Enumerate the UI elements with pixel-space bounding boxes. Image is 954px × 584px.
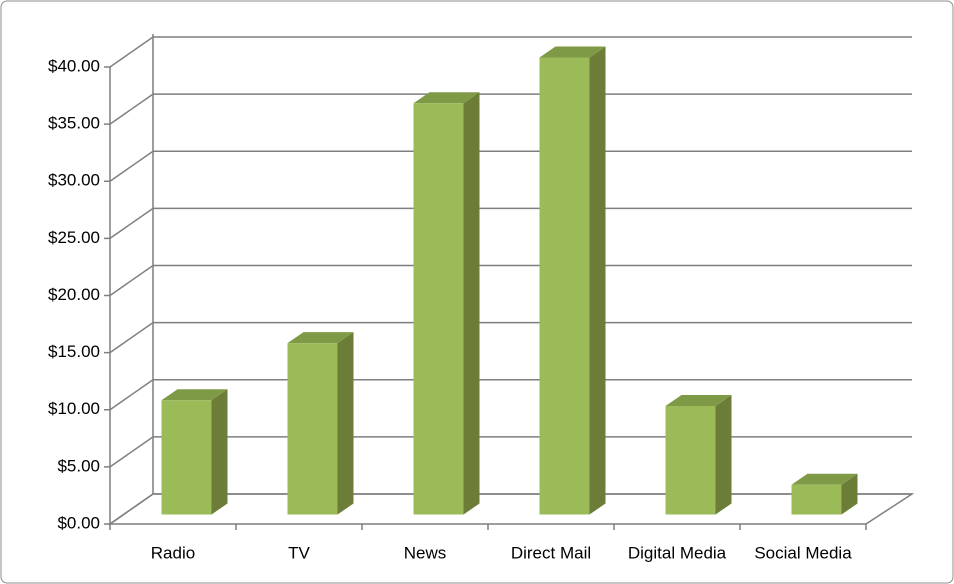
grid-line bbox=[109, 379, 912, 411]
bar-front bbox=[791, 484, 842, 515]
y-tick-label: $10.00 bbox=[48, 399, 100, 418]
bar-front bbox=[665, 405, 716, 515]
grid-line bbox=[109, 436, 912, 468]
y-tick-label: $20.00 bbox=[48, 285, 100, 304]
bar-top bbox=[791, 473, 858, 485]
x-tick-label: Radio bbox=[151, 543, 195, 562]
x-tick-label: News bbox=[404, 543, 447, 562]
x-tick-label: Social Media bbox=[754, 543, 852, 562]
grid-line bbox=[109, 150, 912, 182]
bar-side bbox=[211, 389, 228, 515]
bar bbox=[413, 92, 480, 515]
bar-side bbox=[463, 92, 480, 515]
y-tick-label: $15.00 bbox=[48, 342, 100, 361]
bar-front bbox=[161, 400, 212, 515]
y-tick-label: $25.00 bbox=[48, 228, 100, 247]
bar-side bbox=[337, 332, 354, 515]
x-tick-label: Direct Mail bbox=[511, 543, 591, 562]
bar bbox=[665, 394, 732, 515]
bar-side bbox=[715, 394, 732, 515]
y-tick-label: $40.00 bbox=[48, 56, 100, 75]
x-tick-label: Digital Media bbox=[628, 543, 727, 562]
bar bbox=[791, 473, 858, 515]
bar-top bbox=[287, 332, 354, 344]
y-tick-label: $35.00 bbox=[48, 114, 100, 133]
grid-line bbox=[109, 493, 912, 525]
bar-side bbox=[841, 473, 858, 515]
y-tick-label: $0.00 bbox=[57, 513, 100, 532]
bar-top bbox=[665, 394, 732, 406]
grid-line bbox=[109, 93, 912, 125]
grid-line bbox=[109, 321, 912, 354]
grid-line bbox=[109, 264, 912, 297]
bar-side bbox=[589, 46, 606, 515]
bar-top bbox=[539, 46, 606, 58]
x-tick-label: TV bbox=[288, 543, 310, 562]
grid-line bbox=[109, 36, 912, 68]
grid-line bbox=[109, 207, 912, 239]
bar bbox=[539, 46, 606, 515]
y-tick-label: $30.00 bbox=[48, 171, 100, 190]
bar-front bbox=[539, 57, 590, 515]
bar-front bbox=[413, 103, 464, 515]
bar bbox=[287, 332, 354, 515]
bar-front bbox=[287, 343, 338, 515]
bar-top bbox=[413, 92, 480, 104]
bar bbox=[161, 389, 228, 515]
y-tick-label: $5.00 bbox=[57, 456, 100, 475]
bar-top bbox=[161, 389, 228, 401]
